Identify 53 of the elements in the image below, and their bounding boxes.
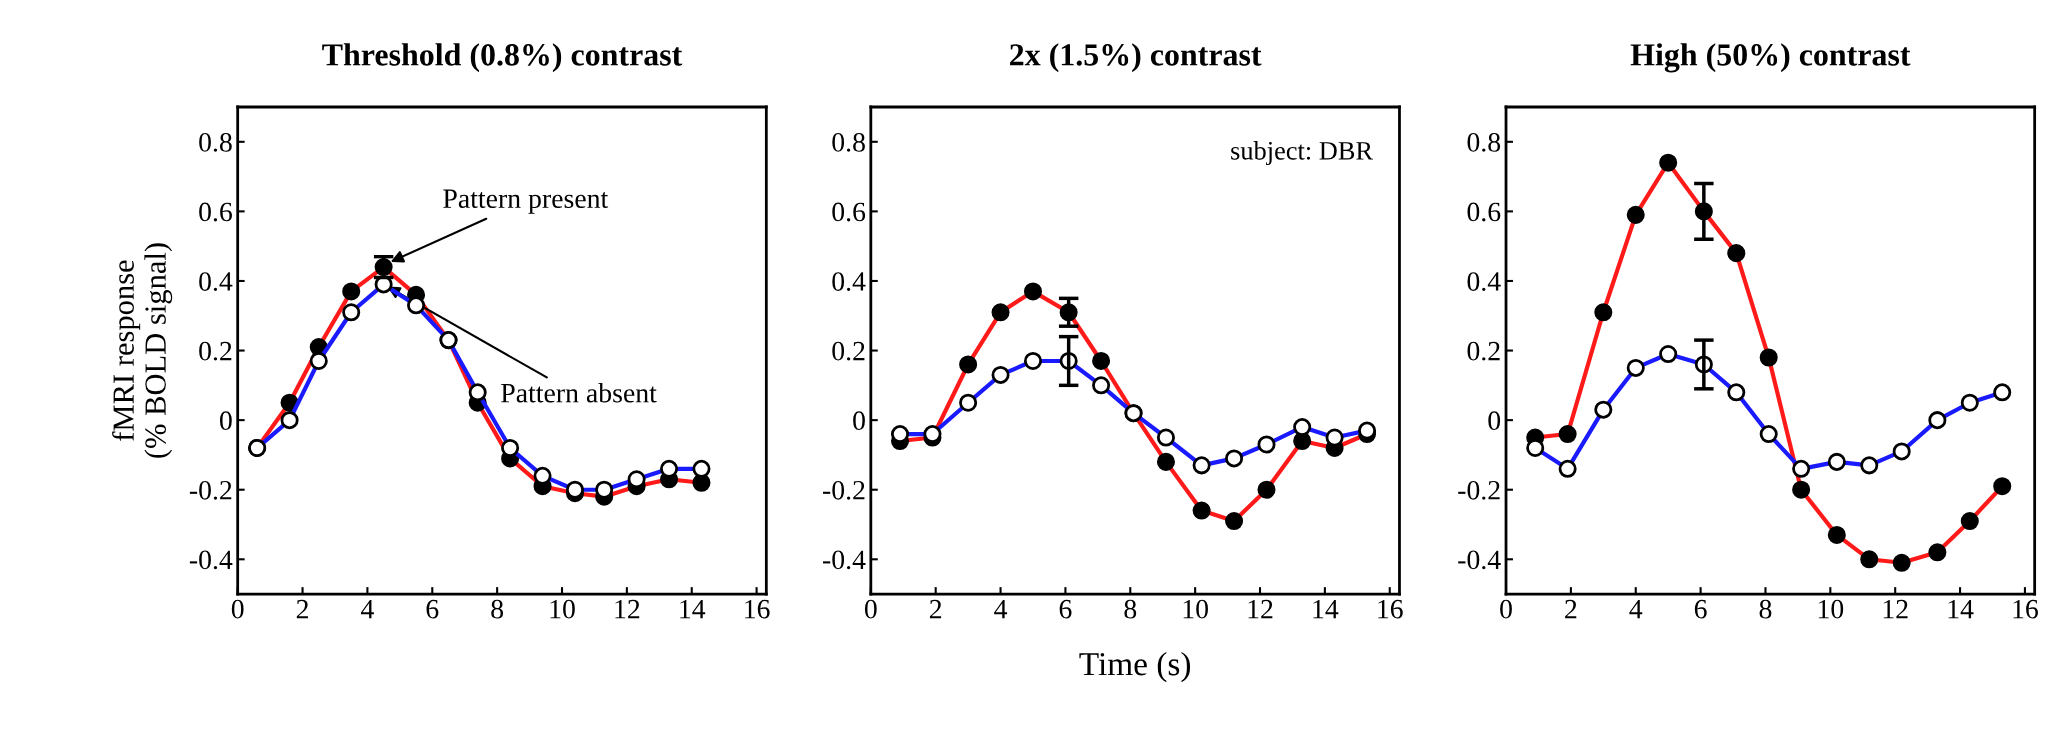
- y-tick-label: 0.4: [832, 272, 866, 291]
- chart-title: High (50%) contrast: [1630, 43, 1911, 73]
- x-tick-label: 14: [680, 599, 706, 619]
- x-tick-label: 4: [361, 599, 374, 619]
- y-tick-label: 0.4: [1467, 272, 1501, 291]
- x-tick-label: 8: [491, 599, 504, 619]
- y-tick-label: 0.8: [1467, 132, 1501, 152]
- x-tick-label: 14: [1313, 599, 1339, 619]
- y-tick-label: -0.2: [1458, 480, 1500, 500]
- annotation: Pattern present: [443, 189, 609, 214]
- x-tick-label: 2: [929, 599, 942, 619]
- x-tick-label: 2: [1565, 599, 1577, 619]
- y-tick-label: 0.4: [199, 272, 233, 291]
- x-tick-label: 14: [1948, 599, 1974, 619]
- chart-title: 2x (1.5%) contrast: [1010, 43, 1262, 73]
- x-tick-label: 10: [1183, 599, 1208, 619]
- x-axis-title: Time (s): [1079, 651, 1191, 683]
- x-tick-label: 10: [1818, 599, 1844, 619]
- x-tick-label: 12: [1883, 599, 1908, 619]
- y-tick-label: 0.2: [832, 341, 865, 361]
- y-tick-label: 0.8: [832, 132, 865, 152]
- x-tick-label: 6: [426, 599, 439, 619]
- annotation: subject: DBR: [1231, 141, 1373, 166]
- y-tick-label: 0.8: [199, 132, 232, 152]
- y-tick-label: 0.2: [199, 341, 232, 361]
- y-tick-label: -0.2: [189, 480, 232, 500]
- y-tick-label: -0.4: [823, 550, 866, 570]
- x-tick-label: 16: [1378, 599, 1403, 619]
- x-tick-label: 16: [745, 599, 770, 619]
- y-tick-label: 0.2: [1467, 341, 1500, 361]
- x-tick-label: 10: [550, 599, 575, 619]
- y-tick-label: 0: [219, 411, 232, 431]
- annotation: Pattern absent: [501, 382, 657, 403]
- y-tick-label: -0.2: [823, 480, 865, 500]
- y-axis-title: fMRI response (% BOLD signal): [112, 243, 173, 458]
- y-tick-label: 0.6: [199, 202, 232, 222]
- x-tick-label: 2: [296, 599, 308, 619]
- chart-title: Threshold (0.8%) contrast: [322, 43, 683, 73]
- x-tick-label: 8: [1124, 599, 1137, 619]
- y-tick-label: 0: [853, 411, 865, 431]
- x-tick-label: 4: [994, 599, 1008, 619]
- x-tick-label: 6: [1059, 599, 1072, 619]
- y-tick-label: -0.4: [189, 550, 233, 570]
- y-tick-label: 0.6: [1467, 202, 1501, 222]
- y-tick-label: 0: [1488, 411, 1501, 431]
- y-tick-label: 0.6: [832, 202, 866, 222]
- x-tick-label: 4: [1629, 599, 1643, 619]
- x-tick-label: 16: [2013, 599, 2038, 619]
- x-tick-label: 6: [1694, 599, 1707, 619]
- x-tick-label: 8: [1759, 599, 1772, 619]
- x-tick-label: 12: [615, 599, 640, 619]
- x-tick-label: 12: [1248, 599, 1273, 619]
- y-tick-label: -0.4: [1458, 550, 1501, 570]
